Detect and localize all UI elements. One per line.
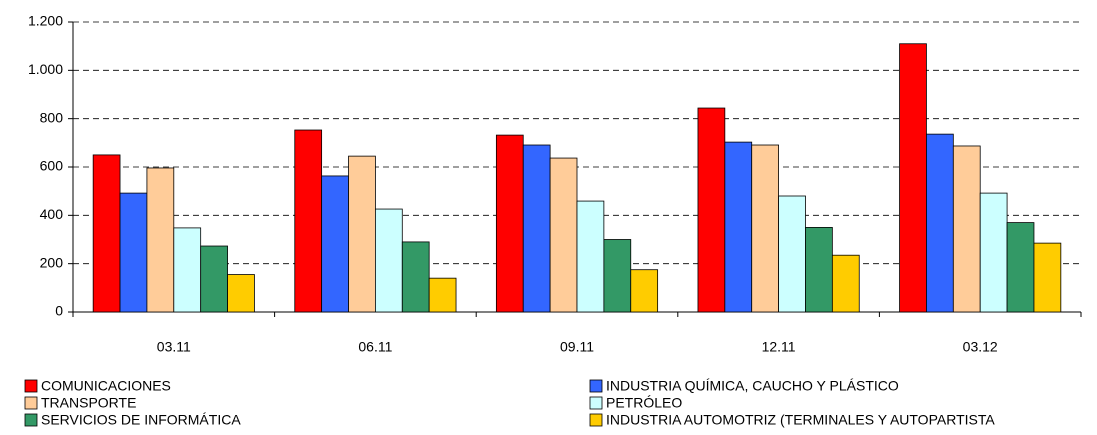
x-tick-label: 06.11 <box>358 339 392 355</box>
legend-swatch <box>24 379 38 393</box>
legend-label: INDUSTRIA AUTOMOTRIZ (TERMINALES Y AUTOP… <box>606 412 995 428</box>
bar <box>952 145 981 313</box>
bar <box>428 277 457 313</box>
x-tick-label: 03.11 <box>157 339 191 355</box>
bar <box>374 208 403 313</box>
bar <box>146 167 175 313</box>
y-tick-label: 1.200 <box>28 13 63 29</box>
legend-swatch <box>24 413 38 427</box>
x-tick-label: 09.11 <box>560 339 594 355</box>
bar <box>549 157 578 313</box>
y-tick-label: 800 <box>40 109 64 125</box>
bar <box>495 134 524 313</box>
legend-label: PETRÓLEO <box>606 395 682 411</box>
legend-swatch <box>589 396 603 410</box>
y-tick-label: 1.000 <box>28 61 63 77</box>
legend-label: COMUNICACIONES <box>41 378 171 394</box>
bar <box>778 195 806 313</box>
y-tick-label: 0 <box>55 303 63 319</box>
bar <box>1006 222 1035 313</box>
legend-swatch <box>589 379 603 393</box>
legend-label: SERVICIOS DE INFORMÁTICA <box>41 412 241 428</box>
bar <box>979 192 1008 313</box>
y-tick-label: 400 <box>40 206 64 222</box>
bar <box>603 239 632 313</box>
y-tick-label: 200 <box>40 254 64 270</box>
bar <box>724 141 753 313</box>
bar <box>92 154 121 313</box>
bar <box>119 192 148 313</box>
bar <box>173 227 202 313</box>
bar <box>576 200 605 313</box>
bar <box>751 144 779 313</box>
y-tick-label: 600 <box>40 158 64 174</box>
legend-label: INDUSTRIA QUÍMICA, CAUCHO Y PLÁSTICO <box>606 378 899 394</box>
x-tick-label: 03.12 <box>963 339 998 355</box>
bar <box>321 175 349 313</box>
bar <box>831 254 860 313</box>
bar <box>348 155 376 313</box>
x-tick-label: 12.11 <box>762 339 796 355</box>
bar <box>630 269 659 313</box>
legend-swatch <box>24 396 38 410</box>
bar <box>401 241 430 313</box>
bar <box>805 227 833 313</box>
bar <box>1033 242 1062 313</box>
bar <box>899 43 927 313</box>
legend-swatch <box>589 413 603 427</box>
bar <box>522 144 551 313</box>
bar <box>200 245 228 313</box>
bar <box>294 129 323 313</box>
legend-label: TRANSPORTE <box>41 395 136 411</box>
bar <box>697 107 726 313</box>
bar <box>926 133 954 313</box>
bar <box>227 274 255 313</box>
